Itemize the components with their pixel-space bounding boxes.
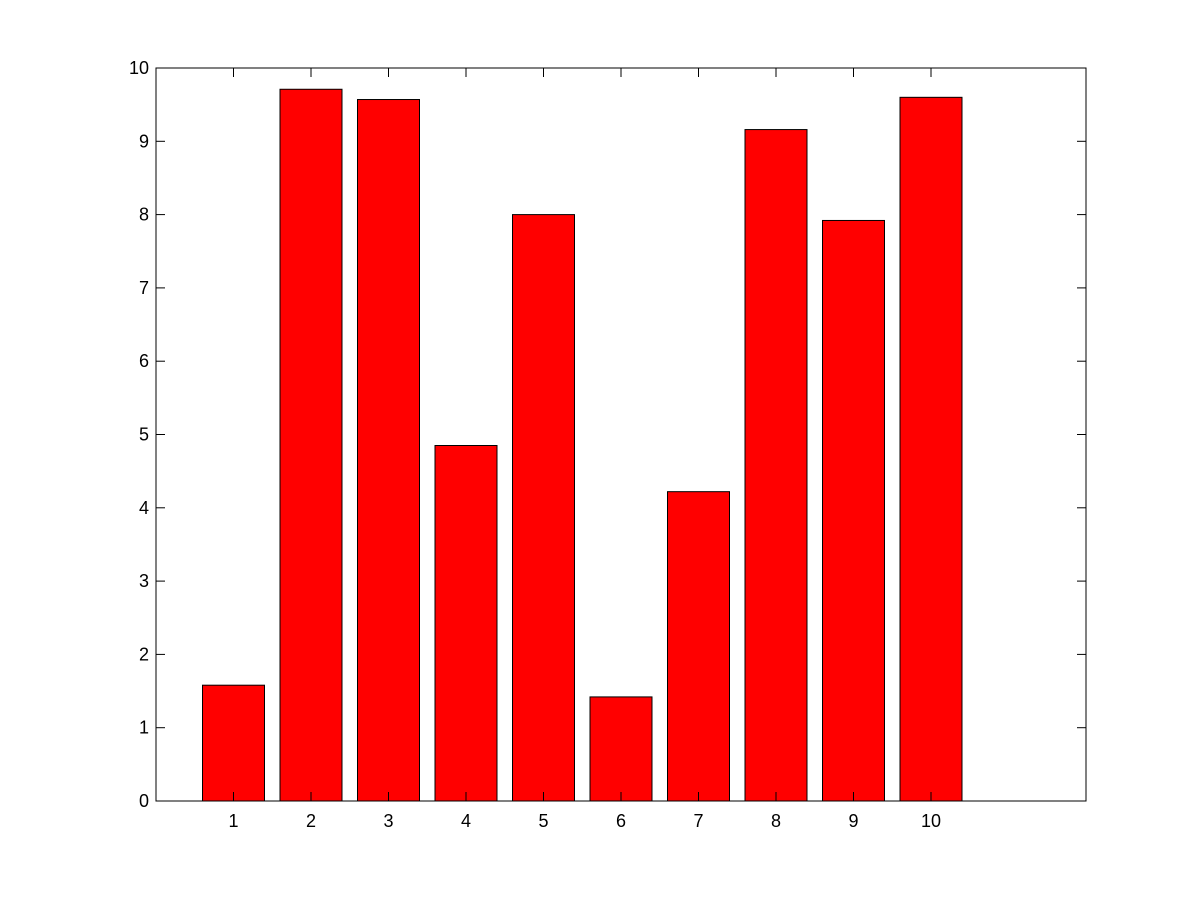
x-tick-label: 6 bbox=[616, 811, 626, 831]
y-tick-label: 5 bbox=[139, 425, 149, 445]
y-tick-label: 2 bbox=[139, 644, 149, 664]
x-tick-label: 10 bbox=[921, 811, 941, 831]
x-tick-label: 3 bbox=[383, 811, 393, 831]
bar-5 bbox=[512, 214, 575, 802]
x-tick-label: 1 bbox=[228, 811, 238, 831]
x-tick-label: 2 bbox=[306, 811, 316, 831]
y-tick-label: 0 bbox=[139, 791, 149, 811]
bar-3 bbox=[357, 99, 420, 802]
bar-8 bbox=[744, 129, 808, 802]
bar-2 bbox=[279, 88, 343, 802]
y-tick-label: 4 bbox=[139, 498, 149, 518]
bar-9 bbox=[822, 219, 885, 802]
y-tick-label: 7 bbox=[139, 278, 149, 298]
y-tick-label: 8 bbox=[139, 205, 149, 225]
bar-6 bbox=[589, 696, 653, 802]
x-tick-label: 5 bbox=[538, 811, 548, 831]
x-tick-label: 7 bbox=[693, 811, 703, 831]
y-tick-label: 10 bbox=[129, 58, 149, 78]
labels-layer: 1 2 3 4 5 6 7 8 9 10 0 1 2 3 4 5 6 7 8 9 10 bbox=[129, 58, 941, 831]
y-tick-label: 3 bbox=[139, 571, 149, 591]
bar-1 bbox=[202, 684, 265, 802]
plot-frame bbox=[155, 67, 1087, 802]
x-tick-label: 9 bbox=[848, 811, 858, 831]
y-tick-label: 6 bbox=[139, 351, 149, 371]
x-tick-label: 8 bbox=[771, 811, 781, 831]
bar-4 bbox=[434, 445, 498, 802]
y-tick-label: 9 bbox=[139, 131, 149, 151]
x-tick-label: 4 bbox=[461, 811, 471, 831]
y-tick-label: 1 bbox=[139, 718, 149, 738]
bars-layer bbox=[202, 88, 963, 802]
bar-7 bbox=[667, 491, 730, 802]
bar-10 bbox=[899, 96, 963, 802]
